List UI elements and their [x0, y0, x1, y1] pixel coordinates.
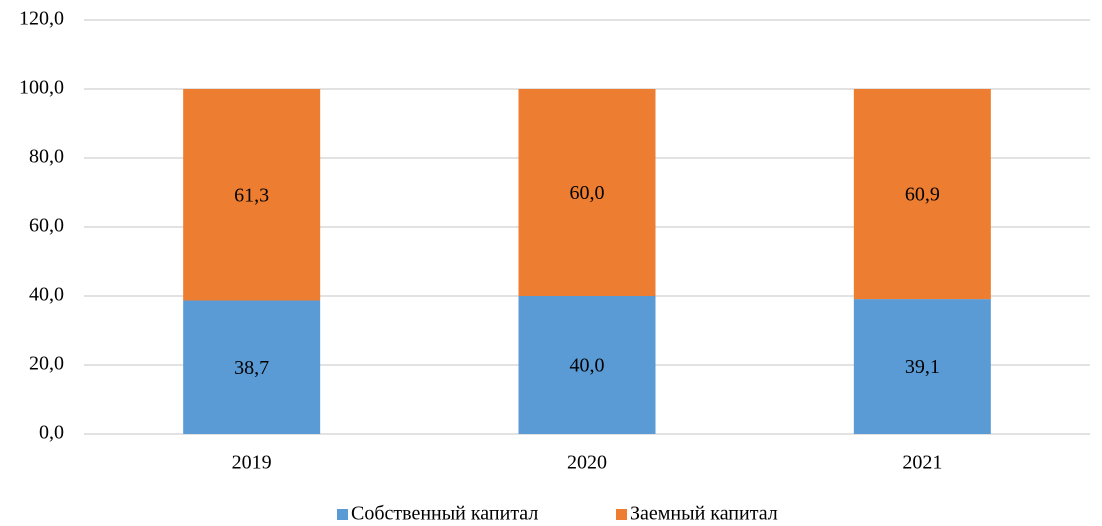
- x-axis-ticks: 2019 2020 2021: [232, 452, 943, 474]
- y-tick-label: 20,0: [29, 353, 64, 375]
- data-label: 40,0: [570, 355, 605, 377]
- y-tick-label: 0,0: [39, 422, 64, 444]
- data-labels: 38,7 61,3 40,0 60,0 39,1 60,9: [234, 182, 940, 379]
- bar-segment-equity: [183, 300, 321, 434]
- legend-swatch: [616, 509, 627, 520]
- y-tick-label: 60,0: [29, 215, 64, 237]
- legend-label: Заемный капитал: [630, 503, 778, 525]
- x-tick-label: 2019: [232, 452, 272, 474]
- bars: [183, 89, 991, 434]
- legend-label: Собственный капитал: [351, 503, 538, 525]
- y-tick-label: 120,0: [19, 8, 64, 30]
- data-label: 60,9: [905, 184, 940, 206]
- legend-swatch: [337, 509, 348, 520]
- y-axis-ticks: 0,0 20,0 40,0 60,0 80,0 100,0 120,0: [19, 8, 64, 444]
- data-label: 38,7: [234, 357, 269, 379]
- bar-segment-debt: [518, 89, 656, 296]
- x-tick-label: 2020: [567, 452, 607, 474]
- y-tick-label: 100,0: [19, 77, 64, 99]
- bar-segment-debt: [183, 89, 321, 301]
- data-label: 60,0: [570, 182, 605, 204]
- data-label: 39,1: [905, 356, 940, 378]
- data-label: 61,3: [234, 184, 269, 206]
- bar-segment-equity: [518, 296, 656, 434]
- legend: Собственный капитал Заемный капитал: [337, 503, 778, 525]
- bar-segment-equity: [853, 299, 991, 434]
- bar-segment-debt: [853, 89, 991, 300]
- y-tick-label: 40,0: [29, 284, 64, 306]
- y-tick-label: 80,0: [29, 146, 64, 168]
- x-tick-label: 2021: [902, 452, 942, 474]
